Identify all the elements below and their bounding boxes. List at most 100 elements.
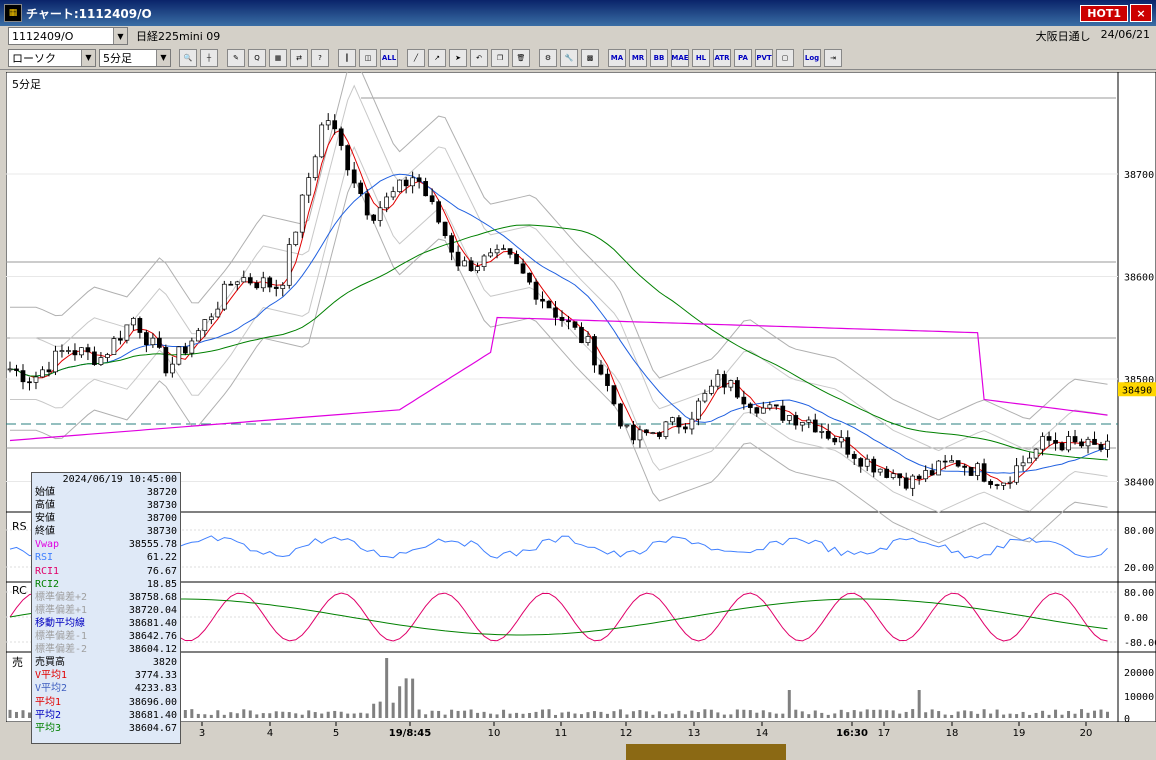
candle-body (40, 369, 45, 378)
gear-icon[interactable]: ⚙ (539, 48, 557, 67)
candle-body (507, 248, 513, 255)
table-icon[interactable]: ▦ (269, 48, 287, 67)
volume-bar (456, 710, 460, 718)
volume-bar (644, 711, 648, 718)
volume-bar (8, 709, 12, 718)
bb-icon[interactable]: BB (650, 48, 668, 67)
candlestick-chart[interactable]: 38700 38600 38500 38400 38490 5分足 RS RC 売 80.00 20… (6, 72, 1156, 760)
volume-bar (924, 712, 928, 718)
mr-icon[interactable]: MR (629, 48, 647, 67)
current-price-badge (1118, 382, 1156, 397)
volume-bar (898, 713, 902, 718)
session-label: 大阪日通し (1035, 30, 1091, 43)
scroll-thumb (626, 744, 786, 760)
candle-body (449, 235, 454, 253)
line-icon[interactable]: ╱ (407, 48, 425, 67)
candle-body (916, 475, 922, 480)
volume-bar (183, 710, 187, 718)
volume-bar (437, 710, 441, 718)
volume-bar (911, 709, 915, 718)
rci-tick-label: 80.00 (1124, 588, 1154, 599)
volume-bar (1099, 709, 1103, 718)
info-row-value: 38730 (146, 500, 177, 512)
cursor-icon[interactable]: ┼ (200, 48, 218, 67)
candle-body (299, 194, 305, 233)
pointer-icon[interactable]: ➤ (449, 48, 467, 67)
candle-body (812, 419, 818, 433)
timeframe-select[interactable]: 5分足 ▼ (99, 48, 171, 67)
zoom-icon[interactable]: 🔍 (179, 48, 197, 67)
candle-body (910, 475, 916, 489)
log-icon[interactable]: Log (803, 48, 821, 67)
volume-bar (683, 714, 687, 718)
volume-bar (709, 709, 713, 718)
volume-bar (664, 714, 668, 718)
all-icon[interactable]: ALL (380, 48, 398, 67)
box-icon[interactable]: ▢ (776, 48, 794, 67)
candle-body (819, 430, 825, 433)
volume-bar (742, 709, 746, 718)
volume-bar (443, 714, 447, 718)
candle-body (858, 458, 864, 467)
instrument-code-select[interactable]: 1112409/O ▼ (8, 27, 128, 45)
chart-area[interactable]: 38700 38600 38500 38400 38490 5分足 RS RC 売 80.00 20… (6, 72, 1156, 760)
x-tick-label: 19/8:45 (389, 728, 431, 739)
split-icon[interactable]: ◫ (359, 48, 377, 67)
close-button[interactable]: × (1130, 4, 1152, 22)
x-tick-label: 20 (1080, 728, 1093, 739)
vol-label: 売 (12, 656, 23, 669)
info-row-value: 4233.83 (134, 683, 177, 695)
export-icon[interactable]: ⇥ (824, 48, 842, 67)
chevron-down-icon[interactable]: ▼ (81, 49, 95, 66)
search-icon[interactable]: Q (248, 48, 266, 67)
help-icon[interactable]: ? (311, 48, 329, 67)
arrows-icon[interactable]: ⇄ (290, 48, 308, 67)
candle-body (657, 432, 662, 437)
trend-icon[interactable]: ↗ (428, 48, 446, 67)
wrench-icon[interactable]: 🔧 (560, 48, 578, 67)
info-row: 終値 38730 (32, 525, 180, 538)
ma-icon[interactable]: MA (608, 48, 626, 67)
candle-body (319, 124, 325, 158)
chevron-down-icon[interactable]: ▼ (156, 49, 170, 66)
copy-icon[interactable]: ❐ (491, 48, 509, 67)
info-row: 平均2 38681.40 (32, 709, 180, 722)
undo-icon[interactable]: ↶ (470, 48, 488, 67)
atr-icon[interactable]: ATR (713, 48, 731, 67)
candle-body (20, 370, 26, 383)
candle-icon[interactable]: ┃ (338, 48, 356, 67)
volume-bar (768, 712, 772, 718)
pa-icon[interactable]: PA (734, 48, 752, 67)
volume-bar (14, 711, 18, 718)
candle-body (546, 300, 552, 309)
candle-body (124, 324, 130, 341)
trash-icon[interactable]: 🗑 (512, 48, 530, 67)
volume-bar (352, 713, 356, 718)
candle-body (1053, 440, 1058, 444)
info-row-value: 38730 (146, 526, 177, 538)
palette-icon[interactable]: ▩ (581, 48, 599, 67)
candle-body (286, 244, 292, 286)
mae-icon[interactable]: MAE (671, 48, 689, 67)
chevron-down-icon[interactable]: ▼ (113, 28, 127, 44)
pvt-icon[interactable]: PVT (755, 48, 773, 67)
info-row: V平均2 4233.83 (32, 682, 180, 695)
volume-bar (391, 702, 395, 718)
volume-bar (255, 714, 259, 718)
candle-body (1105, 440, 1110, 450)
draw-icon[interactable]: ✎ (227, 48, 245, 67)
info-row-label: Vwap (35, 539, 60, 551)
volume-bar (346, 713, 350, 718)
candle-body (468, 260, 474, 272)
hot-button[interactable]: HOT1 (1080, 4, 1128, 22)
price-tick-label: 38400 (1124, 478, 1154, 489)
hl-icon[interactable]: HL (692, 48, 710, 67)
volume-bar (943, 714, 947, 718)
volume-bar (528, 713, 532, 718)
rsi-line (9, 534, 1108, 559)
info-row-value: 38758.68 (128, 591, 177, 603)
chart-type-select[interactable]: ローソク ▼ (8, 48, 96, 67)
time-axis-bg (6, 722, 1156, 760)
volume-bar (982, 709, 986, 718)
info-row-label: 始値 (35, 487, 55, 498)
